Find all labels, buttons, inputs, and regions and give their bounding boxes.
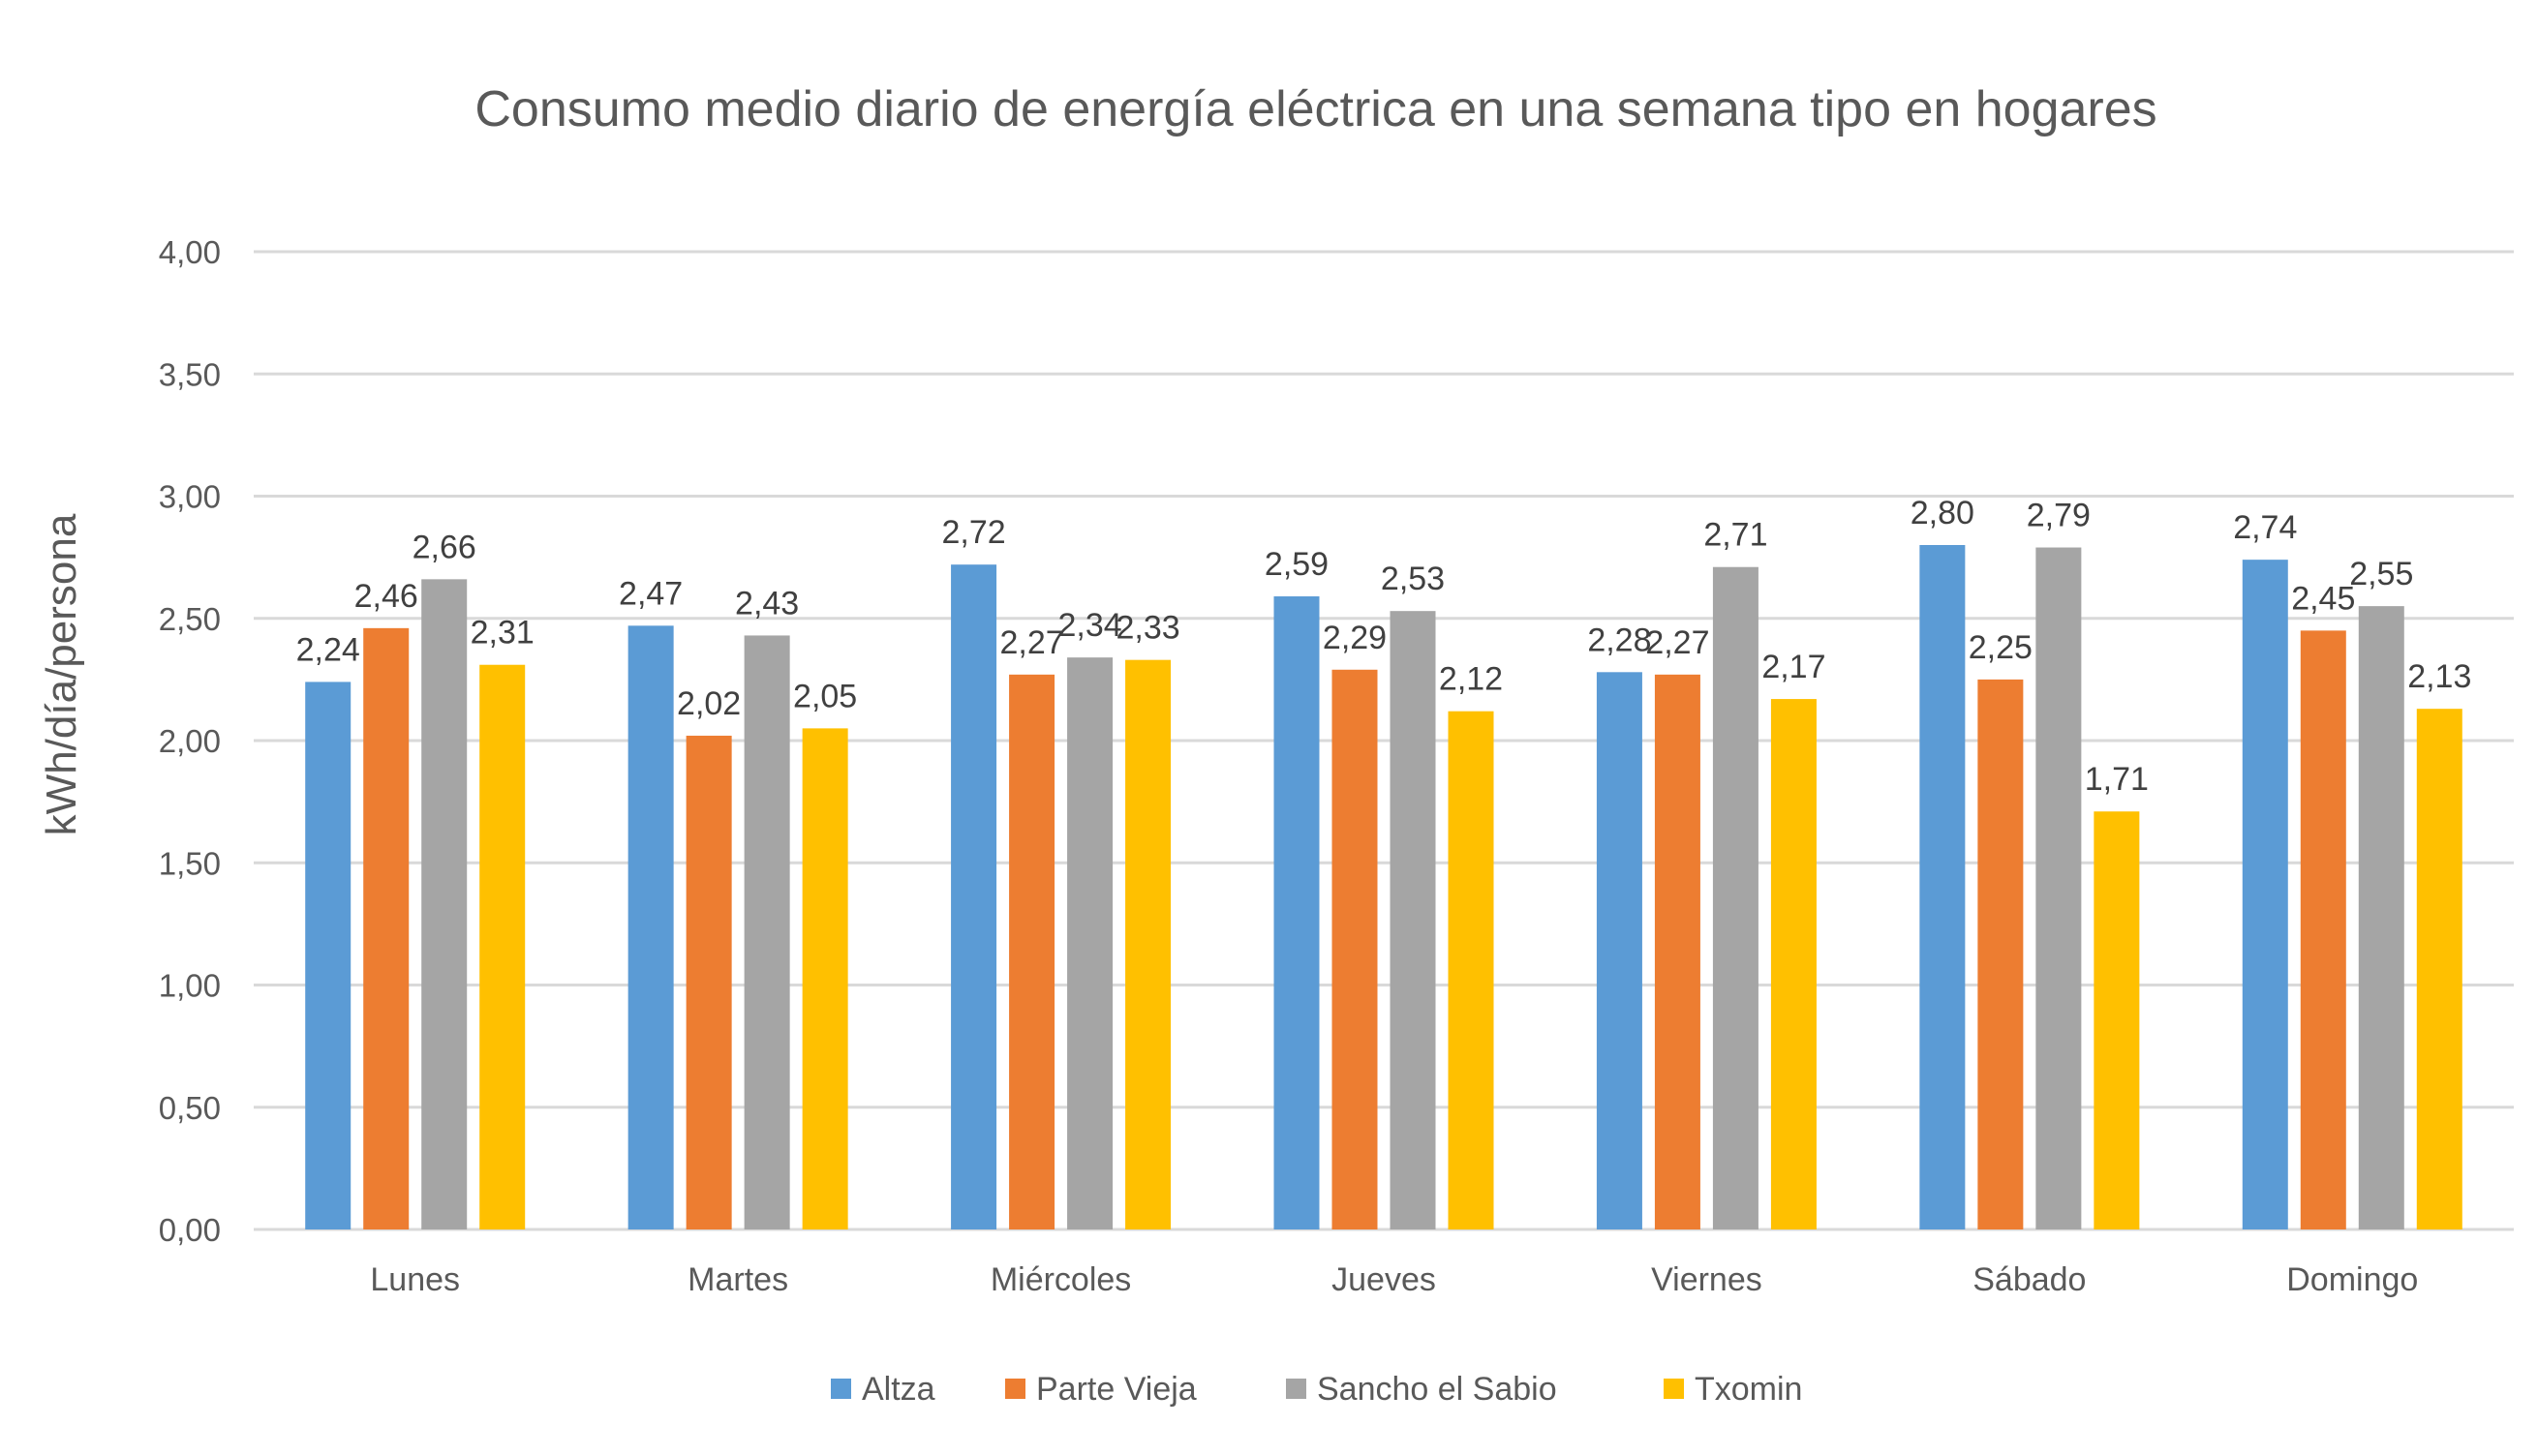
bar-txomin [2094, 811, 2140, 1229]
data-label: 2,47 [619, 575, 683, 612]
bar-sancho-el-sabio [2358, 606, 2404, 1229]
y-tick-label: 0,50 [159, 1090, 221, 1126]
x-tick-label: Sábado [1972, 1261, 2086, 1298]
data-label: 2,17 [1761, 649, 1825, 685]
data-label: 2,31 [471, 615, 535, 652]
legend-label: Sancho el Sabio [1317, 1371, 1557, 1408]
chart-title: Consumo medio diario de energía eléctric… [474, 81, 2156, 137]
bar-altza [1919, 545, 1966, 1229]
bar-parte-vieja [686, 735, 732, 1229]
legend-label: Altza [862, 1371, 935, 1408]
data-label: 2,05 [793, 678, 857, 714]
bar-altza [1596, 672, 1642, 1229]
data-label: 2,45 [2291, 580, 2355, 617]
bar-txomin [479, 664, 526, 1229]
data-label: 2,66 [413, 529, 476, 565]
x-tick-label: Domingo [2286, 1261, 2418, 1298]
bar-txomin [2416, 709, 2462, 1229]
data-label: 2,27 [1645, 624, 1709, 661]
data-label: 2,79 [2027, 498, 2091, 534]
y-tick-label: 2,50 [159, 601, 221, 637]
data-label: 2,43 [735, 585, 799, 622]
data-label: 2,74 [2233, 509, 2297, 546]
bar-txomin [1448, 711, 1494, 1229]
y-tick-label: 1,50 [159, 845, 221, 881]
data-label: 2,72 [941, 514, 1005, 551]
data-label: 2,71 [1703, 517, 1767, 554]
bar-parte-vieja [363, 627, 410, 1229]
data-label: 2,13 [2407, 658, 2471, 695]
data-label: 2,33 [1116, 610, 1179, 647]
bar-sancho-el-sabio [1712, 566, 1758, 1229]
data-label: 2,28 [1587, 622, 1651, 658]
bar-parte-vieja [1654, 674, 1700, 1229]
y-tick-label: 3,00 [159, 479, 221, 515]
legend-swatch [1286, 1379, 1306, 1399]
bar-parte-vieja [2300, 630, 2346, 1229]
bar-sancho-el-sabio [1390, 611, 1436, 1229]
bar-altza [305, 682, 352, 1229]
data-label: 2,27 [999, 624, 1063, 661]
x-tick-label: Lunes [370, 1261, 460, 1298]
data-label: 2,25 [1969, 629, 2033, 666]
data-label: 2,53 [1381, 561, 1445, 597]
bar-parte-vieja [1977, 679, 2024, 1229]
bar-sancho-el-sabio [421, 579, 468, 1229]
legend-swatch [1664, 1379, 1684, 1399]
bar-altza [951, 564, 997, 1229]
bar-sancho-el-sabio [2035, 547, 2082, 1229]
x-tick-label: Jueves [1331, 1261, 1436, 1298]
y-tick-label: 3,50 [159, 356, 221, 392]
y-tick-label: 1,00 [159, 968, 221, 1004]
y-tick-label: 4,00 [159, 234, 221, 270]
bar-txomin [1125, 659, 1172, 1229]
bar-altza [2242, 560, 2288, 1229]
y-tick-label: 0,00 [159, 1212, 221, 1248]
bar-parte-vieja [1009, 674, 1055, 1229]
x-tick-label: Miércoles [991, 1261, 1131, 1298]
bar-txomin [802, 728, 848, 1229]
data-label: 2,46 [354, 578, 418, 615]
bar-sancho-el-sabio [1067, 657, 1114, 1229]
bar-sancho-el-sabio [744, 635, 790, 1229]
data-label: 2,12 [1439, 661, 1503, 698]
legend-label: Txomin [1695, 1371, 1802, 1408]
data-label: 2,80 [1911, 495, 1974, 531]
data-label: 2,29 [1323, 620, 1387, 656]
x-tick-label: Viernes [1651, 1261, 1762, 1298]
legend-swatch [1005, 1379, 1025, 1399]
data-label: 2,55 [2349, 556, 2413, 592]
bar-parte-vieja [1331, 669, 1378, 1229]
data-label: 2,24 [296, 631, 360, 668]
bar-altza [627, 625, 674, 1229]
data-label: 1,71 [2085, 761, 2149, 798]
x-tick-label: Martes [688, 1261, 788, 1298]
y-axis-label: kWh/día/persona [38, 513, 85, 835]
bar-altza [1273, 596, 1320, 1229]
bar-txomin [1770, 699, 1817, 1229]
y-tick-label: 2,00 [159, 723, 221, 759]
data-label: 2,34 [1057, 607, 1121, 644]
legend-swatch [831, 1379, 851, 1399]
data-label: 2,02 [677, 685, 741, 722]
legend-label: Parte Vieja [1036, 1371, 1197, 1408]
data-label: 2,59 [1265, 546, 1329, 583]
